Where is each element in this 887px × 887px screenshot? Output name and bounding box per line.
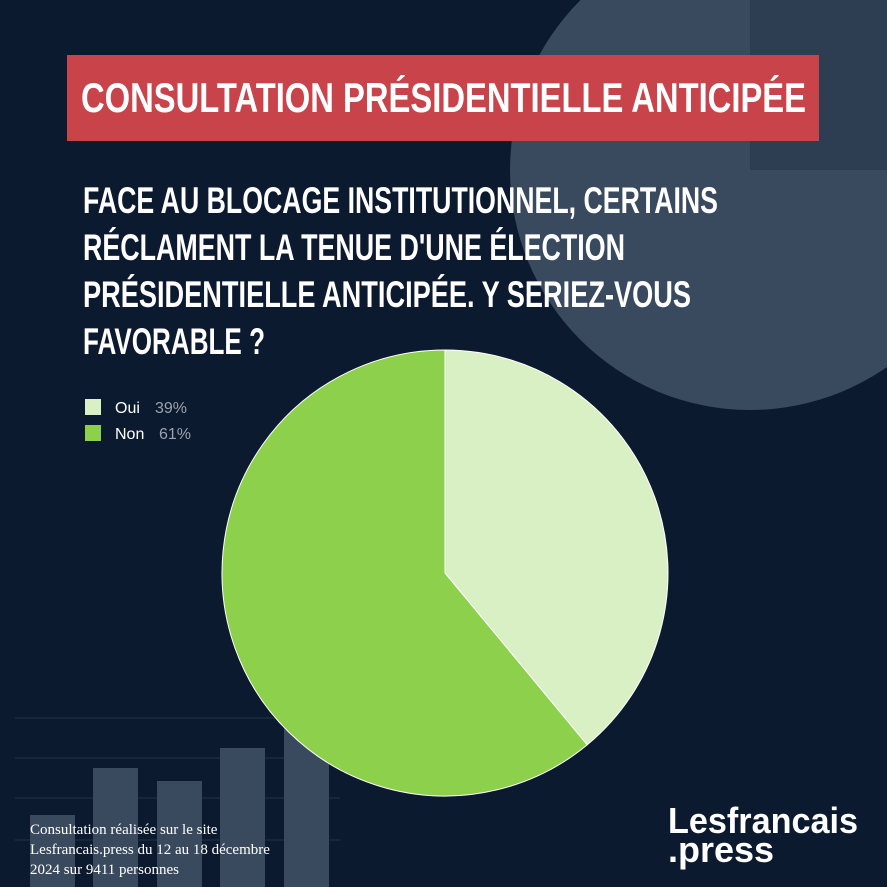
- legend-value: 61%: [159, 426, 191, 443]
- title-box: [67, 55, 819, 141]
- question-line: FACE AU BLOCAGE INSTITUTIONNEL, CERTAINS: [83, 180, 718, 221]
- deco-bar: [93, 768, 138, 887]
- pie-slice: [444, 349, 669, 746]
- logo: Lesfrancais: [668, 800, 858, 841]
- deco-bar: [30, 815, 75, 887]
- source-line: 2024 sur 9411 personnes: [30, 862, 179, 878]
- legend-label: Non: [115, 426, 144, 443]
- question-line: FAVORABLE ?: [83, 321, 265, 362]
- legend-value: 39%: [155, 400, 187, 417]
- deco-bar: [220, 748, 265, 887]
- logo: .press: [668, 829, 774, 870]
- pie-slice: [221, 349, 588, 797]
- legend-label: Oui: [115, 400, 140, 417]
- pie: [221, 349, 669, 797]
- source-line: Lesfrancais.press du 12 au 18 décembre: [30, 842, 270, 858]
- legend-swatch: [85, 399, 101, 415]
- chart-title: CONSULTATION PRÉSIDENTIELLE ANTICIPÉE: [81, 74, 806, 121]
- question-line: PRÉSIDENTIELLE ANTICIPÉE. Y SERIEZ-VOUS: [83, 274, 691, 315]
- deco-bar: [157, 781, 202, 887]
- legend-swatch: [85, 425, 101, 441]
- source-line: Consultation réalisée sur le site: [30, 822, 218, 838]
- legend: Oui 39% Non 61%: [85, 399, 191, 443]
- question-line: RÉCLAMENT LA TENUE D'UNE ÉLECTION: [83, 227, 625, 268]
